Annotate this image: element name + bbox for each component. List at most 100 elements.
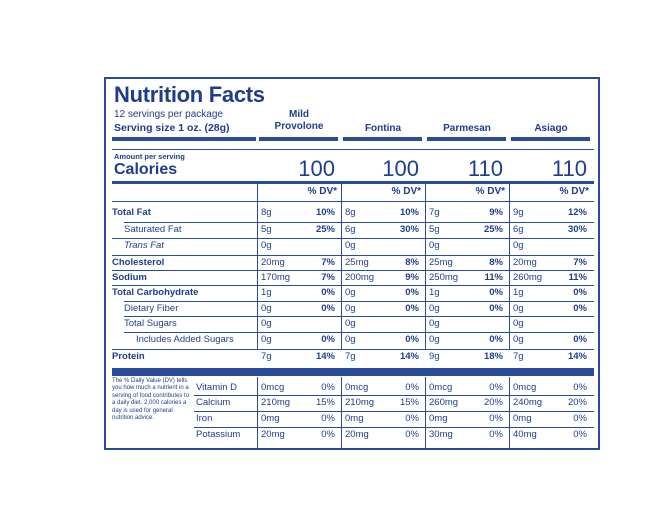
cheese-name: Asiago	[534, 123, 568, 134]
nutrient-dv-percent: 0%	[321, 287, 335, 298]
calories-value: 100	[382, 156, 419, 181]
nutrient-amount: 250mg	[429, 272, 459, 283]
vitamin-row-rule	[194, 411, 594, 412]
column-separator	[341, 181, 342, 349]
vitamin-dv-percent: 15%	[315, 397, 335, 408]
column-header-rule	[511, 137, 590, 141]
nutrient-dv-percent: 0%	[489, 287, 503, 298]
nutrient-amount: 0g	[345, 240, 356, 251]
nutrient-row-rule	[112, 270, 594, 271]
nutrient-amount: 7g	[513, 351, 524, 362]
column-header-rule	[343, 137, 422, 141]
nutrient-dv-percent: 8%	[489, 257, 503, 268]
vitamins-top-rule	[112, 368, 594, 376]
nutrient-row-rule	[112, 238, 594, 239]
vitamin-dv-percent: 20%	[483, 397, 503, 408]
nutrient-amount: 20mg	[513, 257, 537, 268]
nutrient-amount: 0g	[261, 318, 272, 329]
nutrient-dv-percent: 14%	[567, 351, 587, 362]
vitamin-dv-percent: 0%	[321, 413, 335, 424]
nutrient-label: Trans Fat	[124, 240, 164, 251]
calories-bottom-rule	[112, 181, 594, 184]
cheese-name: Fontina	[364, 123, 402, 134]
vitamin-dv-percent: 0%	[573, 382, 587, 393]
nutrient-row-rule	[112, 255, 594, 256]
nutrient-dv-percent: 25%	[315, 224, 335, 235]
nutrient-amount: 7g	[429, 207, 440, 218]
nutrient-dv-percent: 9%	[405, 272, 419, 283]
vitamin-amount: 20mg	[261, 429, 285, 440]
nutrient-amount: 0g	[345, 318, 356, 329]
vitamin-dv-percent: 0%	[405, 382, 419, 393]
nutrient-dv-percent: 9%	[489, 207, 503, 218]
nutrient-dv-percent: 10%	[315, 207, 335, 218]
vitamin-amount: 0mg	[345, 413, 364, 424]
header-rule	[112, 137, 256, 141]
servings-per-package: 12 servings per package	[114, 109, 223, 120]
vitamin-dv-percent: 0%	[405, 413, 419, 424]
nutrient-dv-percent: 0%	[489, 334, 503, 345]
cheese-name: Parmesan	[443, 123, 491, 134]
nutrient-amount: 170mg	[261, 272, 291, 283]
nutrient-row-rule	[124, 222, 594, 223]
vitamin-amount: 0mcg	[513, 382, 537, 393]
nutrient-dv-percent: 10%	[399, 207, 419, 218]
column-header-rule	[259, 137, 338, 141]
cheese-name: Mild Provolone	[274, 109, 324, 132]
nutrient-dv-percent: 0%	[573, 287, 587, 298]
dv-header: % DV*	[391, 186, 421, 197]
nutrient-amount: 6g	[345, 224, 356, 235]
dv-header: % DV*	[559, 186, 589, 197]
daily-value-footnote: The % Daily Value (DV) tells you how muc…	[112, 378, 190, 422]
column-separator	[341, 377, 342, 449]
nutrient-dv-percent: 30%	[399, 224, 419, 235]
nutrient-amount: 0g	[345, 303, 356, 314]
nutrient-amount: 25mg	[345, 257, 369, 268]
nutrient-amount: 0g	[261, 240, 272, 251]
vitamin-label: Vitamin D	[196, 382, 238, 393]
vitamin-dv-percent: 20%	[567, 397, 587, 408]
nutrient-amount: 20mg	[261, 257, 285, 268]
nutrient-label: Total Fat	[112, 207, 151, 218]
nutrient-amount: 0g	[345, 287, 356, 298]
vitamin-dv-percent: 0%	[321, 429, 335, 440]
nutrient-dv-percent: 0%	[405, 334, 419, 345]
vitamin-amount: 30mg	[429, 429, 453, 440]
nutrient-dv-percent: 18%	[483, 351, 503, 362]
nutrient-amount: 5g	[261, 224, 272, 235]
calories-value: 110	[467, 156, 503, 181]
vitamin-row-rule	[194, 395, 594, 396]
nutrient-amount: 0g	[513, 240, 524, 251]
vitamin-amount: 0mcg	[345, 382, 369, 393]
nutrient-label: Sodium	[112, 272, 147, 283]
nutrient-amount: 6g	[513, 224, 524, 235]
column-separator	[425, 181, 426, 349]
nutrient-dv-percent: 0%	[489, 303, 503, 314]
nutrient-amount: 7g	[261, 351, 272, 362]
nutrient-row-rule	[124, 316, 594, 317]
column-header-rule	[427, 137, 506, 141]
nutrient-amount: 9g	[429, 351, 440, 362]
vitamin-dv-percent: 0%	[489, 429, 503, 440]
nutrient-amount: 0g	[429, 303, 440, 314]
nutrient-dv-percent: 12%	[567, 207, 587, 218]
nutrient-dv-percent: 0%	[573, 334, 587, 345]
nutrient-amount: 7g	[345, 351, 356, 362]
nutrient-amount: 0g	[261, 303, 272, 314]
nutrient-dv-percent: 0%	[321, 334, 335, 345]
nutrient-label: Protein	[112, 351, 145, 362]
nutrient-amount: 0g	[513, 334, 524, 345]
vitamin-amount: 0mcg	[429, 382, 453, 393]
nutrient-dv-percent: 0%	[573, 303, 587, 314]
calories-top-rule	[112, 149, 594, 150]
nutrient-amount: 260mg	[513, 272, 543, 283]
vitamin-amount: 0mg	[261, 413, 280, 424]
nutrient-amount: 0g	[513, 303, 524, 314]
vitamin-label: Potassium	[196, 429, 241, 440]
nutrient-amount: 0g	[429, 334, 440, 345]
nutrient-dv-percent: 14%	[315, 351, 335, 362]
column-separator	[425, 377, 426, 449]
column-separator	[257, 377, 258, 449]
vitamin-dv-percent: 0%	[489, 382, 503, 393]
vitamin-amount: 0mg	[513, 413, 532, 424]
